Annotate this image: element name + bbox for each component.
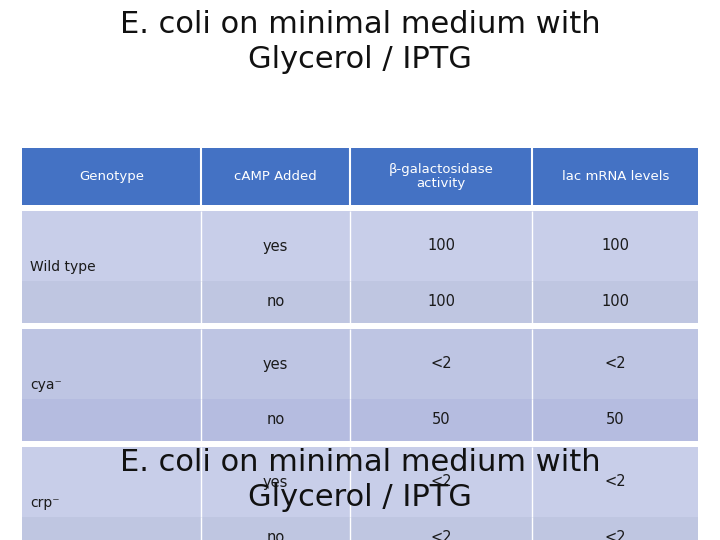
Text: crp⁻: crp⁻: [30, 496, 60, 510]
Text: <2: <2: [604, 475, 626, 489]
Text: 100: 100: [427, 239, 455, 253]
Bar: [201, 211, 350, 281]
Text: <2: <2: [431, 475, 452, 489]
Bar: [201, 517, 350, 540]
Bar: [201, 329, 350, 399]
Text: no: no: [266, 413, 284, 428]
Bar: [22, 441, 698, 447]
Text: yes: yes: [263, 475, 288, 489]
Text: cya⁻: cya⁻: [30, 378, 62, 392]
Bar: [350, 329, 532, 399]
Text: 50: 50: [432, 413, 451, 428]
Text: no: no: [266, 294, 284, 309]
Text: β-galactosidase
activity: β-galactosidase activity: [389, 163, 493, 191]
Text: <2: <2: [431, 530, 452, 540]
Bar: [22, 329, 201, 399]
Text: Genotype: Genotype: [79, 170, 144, 183]
Bar: [22, 281, 201, 323]
Text: 100: 100: [601, 239, 629, 253]
Bar: [350, 148, 532, 205]
Bar: [22, 399, 201, 441]
Bar: [201, 447, 350, 517]
Bar: [532, 211, 698, 281]
Text: no: no: [266, 530, 284, 540]
Text: E. coli on minimal medium with
Glycerol / IPTG: E. coli on minimal medium with Glycerol …: [120, 10, 600, 74]
Bar: [201, 399, 350, 441]
Bar: [22, 447, 201, 517]
Text: <2: <2: [604, 356, 626, 372]
Text: yes: yes: [263, 239, 288, 253]
Bar: [350, 211, 532, 281]
Text: E. coli on minimal medium with
Glycerol / IPTG: E. coli on minimal medium with Glycerol …: [120, 448, 600, 512]
Bar: [22, 205, 698, 211]
Text: 100: 100: [601, 294, 629, 309]
Bar: [350, 281, 532, 323]
Bar: [350, 399, 532, 441]
Bar: [350, 517, 532, 540]
Bar: [22, 211, 201, 281]
Bar: [22, 148, 201, 205]
Text: 50: 50: [606, 413, 624, 428]
Bar: [532, 399, 698, 441]
Bar: [22, 517, 201, 540]
Bar: [201, 281, 350, 323]
Bar: [532, 447, 698, 517]
Bar: [22, 323, 698, 329]
Text: 100: 100: [427, 294, 455, 309]
Bar: [350, 447, 532, 517]
Bar: [201, 148, 350, 205]
Text: lac mRNA levels: lac mRNA levels: [562, 170, 669, 183]
Bar: [532, 329, 698, 399]
Text: <2: <2: [604, 530, 626, 540]
Bar: [532, 517, 698, 540]
Bar: [532, 148, 698, 205]
Text: <2: <2: [431, 356, 452, 372]
Text: yes: yes: [263, 356, 288, 372]
Text: Wild type: Wild type: [30, 260, 96, 274]
Bar: [532, 281, 698, 323]
Text: cAMP Added: cAMP Added: [234, 170, 317, 183]
